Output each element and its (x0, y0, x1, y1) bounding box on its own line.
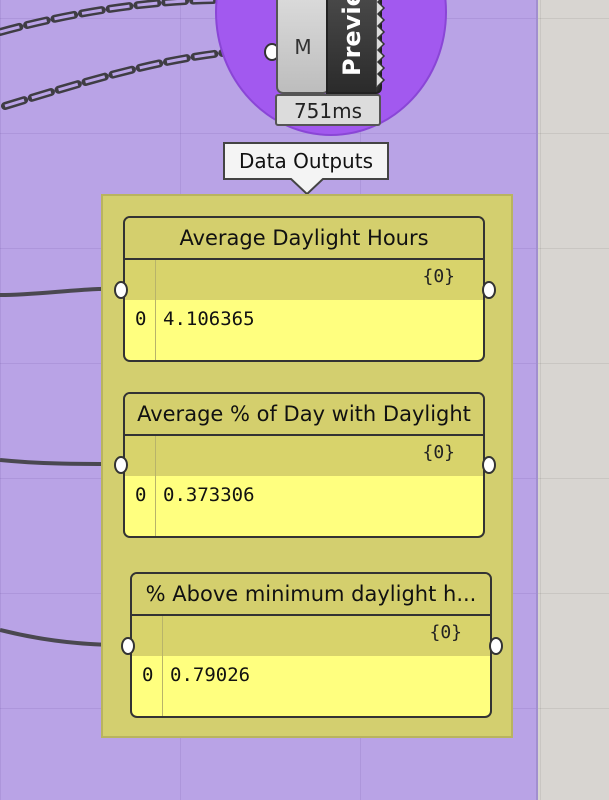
panel-row-index: 0 (142, 664, 154, 686)
panel-2-output-grip[interactable] (482, 456, 496, 474)
panel-path-strip (125, 436, 483, 476)
panel-frame: Average % of Day with Daylight {0} 0 0.3… (123, 392, 485, 538)
panel-1-input-grip[interactable] (114, 281, 128, 299)
panel-average-percent-day-daylight[interactable]: Average % of Day with Daylight {0} 0 0.3… (123, 392, 485, 538)
panel-title[interactable]: % Above minimum daylight h... (132, 574, 490, 616)
panel-2-input-grip[interactable] (114, 456, 128, 474)
preview-component-body[interactable]: Preview (326, 0, 382, 94)
preview-component-name: Preview (338, 0, 366, 76)
preview-zigzag-edge (376, 0, 386, 92)
preview-input-label: M (294, 35, 312, 59)
dashed-wire-top-inner (0, 0, 221, 34)
panel-average-daylight-hours[interactable]: Average Daylight Hours {0} 0 4.106365 (123, 216, 485, 362)
panel-title[interactable]: Average % of Day with Daylight (125, 394, 483, 436)
panel-path-strip (125, 260, 483, 300)
panel-row-index: 0 (135, 308, 147, 330)
panel-3-input-grip[interactable] (121, 637, 135, 655)
panel-3-output-grip[interactable] (489, 637, 503, 655)
panel-title[interactable]: Average Daylight Hours (125, 218, 483, 260)
panel-row-value[interactable]: 4.106365 (163, 308, 255, 330)
panel-1-output-grip[interactable] (482, 281, 496, 299)
panel-row-value[interactable]: 0.79026 (170, 664, 251, 686)
panel-index-divider (155, 436, 156, 536)
group-tooltip: Data Outputs (223, 142, 389, 180)
panel-above-minimum-daylight[interactable]: % Above minimum daylight h... {0} 0 0.79… (130, 572, 492, 718)
panel-frame: Average Daylight Hours {0} 0 4.106365 (123, 216, 485, 362)
panel-index-divider (162, 616, 163, 716)
panel-row-index: 0 (135, 484, 147, 506)
preview-input-param[interactable]: M (276, 0, 330, 94)
panel-row-value[interactable]: 0.373306 (163, 484, 255, 506)
panel-index-divider (155, 260, 156, 360)
wire-to-panel-2 (0, 458, 117, 466)
panel-path-strip (132, 616, 490, 656)
panel-path: {0} (429, 622, 462, 643)
timing-badge: 751ms (275, 94, 381, 126)
dashed-wire-top (0, 0, 224, 36)
wire-to-panel-1 (0, 286, 117, 297)
panel-frame: % Above minimum daylight h... {0} 0 0.79… (130, 572, 492, 718)
panel-path: {0} (422, 266, 455, 287)
panel-path: {0} (422, 442, 455, 463)
